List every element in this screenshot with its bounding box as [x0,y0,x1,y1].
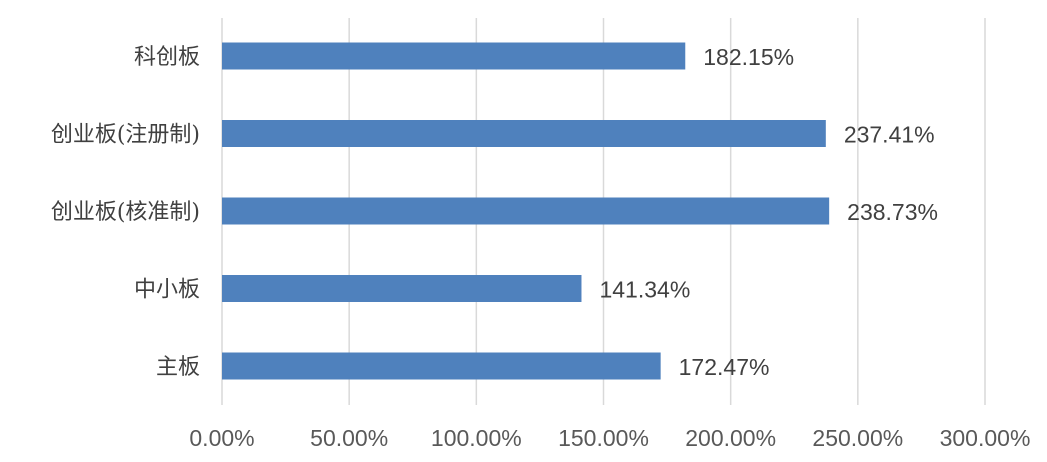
x-tick-label: 100.00% [431,425,522,451]
data-label: 238.73% [847,199,938,225]
x-tick-label: 200.00% [685,425,776,451]
category-label: 主板 [156,355,200,380]
bars [222,42,830,380]
x-tick-label: 250.00% [812,425,903,451]
category-label: 科创板 [134,45,200,70]
data-label: 237.41% [844,122,935,148]
x-tick-label: 300.00% [940,425,1031,451]
category-label: 创业板(核准制) [51,200,200,225]
labels: 0.00% 50.00% 100.00% 150.00% 200.00% 250.00% 3… [51,44,1031,451]
x-tick-label: 0.00% [189,425,254,451]
bar [222,197,830,225]
x-tick-label: 50.00% [310,425,388,451]
data-label: 141.34% [599,277,690,303]
x-tick-label: 150.00% [558,425,649,451]
category-label: 创业板(注册制) [51,123,200,148]
bar [222,120,826,147]
bar [222,42,686,70]
bar [222,275,582,302]
data-label: 182.15% [703,44,794,70]
data-label: 172.47% [679,354,770,380]
category-label: 中小板 [134,278,200,303]
bar [222,352,661,380]
